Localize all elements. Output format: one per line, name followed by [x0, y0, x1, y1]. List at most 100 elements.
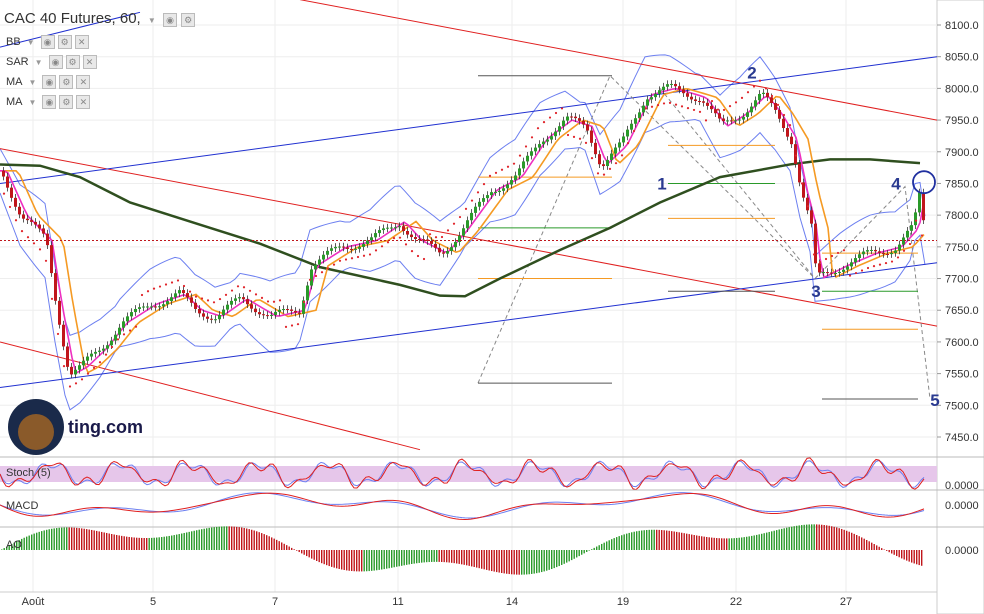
- eye-icon[interactable]: ◉: [40, 35, 55, 49]
- ao-bar: [96, 530, 98, 550]
- sar-dot: [488, 174, 492, 177]
- close-icon[interactable]: ✕: [74, 35, 89, 49]
- ao-bar: [748, 536, 750, 550]
- sar-dot: [890, 260, 894, 263]
- candle-body: [62, 324, 65, 347]
- ao-bar: [728, 538, 730, 550]
- gear-icon[interactable]: ⚙: [59, 95, 74, 109]
- sar-dot: [596, 172, 600, 175]
- indicator-ma-2[interactable]: MA ▼ ◉ ⚙ ✕: [6, 95, 91, 109]
- ao-bar: [676, 531, 678, 550]
- gear-icon[interactable]: ⚙: [65, 55, 80, 69]
- sar-dot: [242, 286, 246, 289]
- candle-body: [162, 304, 165, 307]
- sar-dot: [158, 285, 162, 288]
- ao-bar: [821, 524, 823, 550]
- ao-bar: [873, 544, 875, 550]
- close-icon[interactable]: ✕: [82, 55, 97, 69]
- ao-bar: [651, 529, 653, 550]
- y-tick-label: 7700.0: [945, 274, 979, 286]
- eye-icon[interactable]: ◉: [42, 95, 57, 109]
- ao-bar: [151, 537, 153, 550]
- ao-bar: [108, 533, 110, 550]
- chevron-down-icon[interactable]: ▼: [28, 97, 37, 107]
- candle-body: [854, 258, 857, 263]
- chevron-down-icon[interactable]: ▼: [26, 37, 35, 47]
- ao-bar: [163, 536, 165, 550]
- ao-bar: [71, 527, 73, 550]
- sar-dot: [470, 199, 474, 202]
- candle-body: [846, 266, 849, 270]
- sar-dot: [872, 265, 876, 268]
- sar-dot: [482, 182, 486, 186]
- ao-bar: [671, 531, 673, 550]
- sar-dot: [38, 248, 42, 251]
- candle-body: [262, 314, 265, 316]
- sar-dot: [914, 219, 918, 222]
- sar-dot: [734, 101, 738, 104]
- ao-bar: [476, 550, 478, 568]
- sar-dot: [500, 168, 504, 171]
- indicator-sar[interactable]: SAR ▼ ◉ ⚙ ✕: [6, 55, 97, 69]
- sar-dot: [602, 173, 606, 176]
- ao-bar: [103, 532, 105, 550]
- sar-dot: [590, 157, 594, 160]
- candle-body: [294, 310, 297, 313]
- ao-bar: [578, 550, 580, 557]
- candle-body: [310, 269, 313, 286]
- gear-icon[interactable]: ⚙: [57, 35, 72, 49]
- eye-icon[interactable]: ◉: [42, 75, 57, 89]
- ao-bar: [181, 533, 183, 550]
- sar-dot: [710, 99, 714, 103]
- candle-body: [166, 301, 169, 305]
- ao-bar: [658, 529, 660, 550]
- candle-body: [370, 237, 373, 241]
- chevron-down-icon[interactable]: ▼: [147, 16, 156, 25]
- gear-icon[interactable]: ⚙: [59, 75, 74, 89]
- candle-body: [670, 83, 673, 85]
- candle-body: [838, 271, 841, 274]
- ao-bar: [548, 550, 550, 570]
- candle-body: [138, 307, 141, 309]
- candle-body: [98, 350, 101, 352]
- candle-body: [382, 228, 385, 231]
- ao-bar: [666, 530, 668, 550]
- sar-dot: [776, 103, 780, 106]
- ao-bar: [301, 550, 303, 554]
- candle-body: [834, 273, 837, 275]
- candle-body: [30, 220, 33, 222]
- sar-dot: [812, 253, 816, 256]
- x-tick-label: Août: [22, 596, 45, 608]
- ao-bar: [616, 537, 618, 550]
- candle-body: [682, 89, 685, 94]
- ao-bar: [886, 550, 888, 551]
- indicator-bb[interactable]: BB ▼ ◉ ⚙ ✕: [6, 35, 89, 49]
- chevron-down-icon[interactable]: ▼: [34, 57, 43, 67]
- candle-body: [330, 248, 333, 251]
- close-icon[interactable]: ✕: [76, 95, 91, 109]
- ao-bar: [113, 534, 115, 550]
- close-icon[interactable]: ✕: [76, 75, 91, 89]
- ao-bar: [896, 550, 898, 557]
- ao-bar: [328, 550, 330, 567]
- trend-line-4: [0, 262, 938, 389]
- gear-icon[interactable]: ⚙: [181, 13, 196, 27]
- indicator-ma-1[interactable]: MA ▼ ◉ ⚙ ✕: [6, 75, 91, 89]
- candle-body: [578, 118, 581, 121]
- chevron-down-icon[interactable]: ▼: [28, 77, 37, 87]
- eye-icon[interactable]: ◉: [48, 55, 63, 69]
- eye-icon[interactable]: ◉: [163, 13, 177, 27]
- ao-bar: [796, 525, 798, 550]
- ao-bar: [316, 550, 318, 561]
- trend-line-6: [0, 11, 141, 48]
- wave-label-4: 4: [891, 174, 901, 193]
- sar-dot: [332, 263, 336, 266]
- candle-body: [110, 340, 113, 346]
- candle-body: [154, 306, 157, 308]
- ao-bar: [818, 524, 820, 550]
- ao-bar: [321, 550, 323, 564]
- ao-bar: [36, 532, 38, 550]
- candle-body: [654, 93, 657, 98]
- ao-bar: [726, 538, 728, 550]
